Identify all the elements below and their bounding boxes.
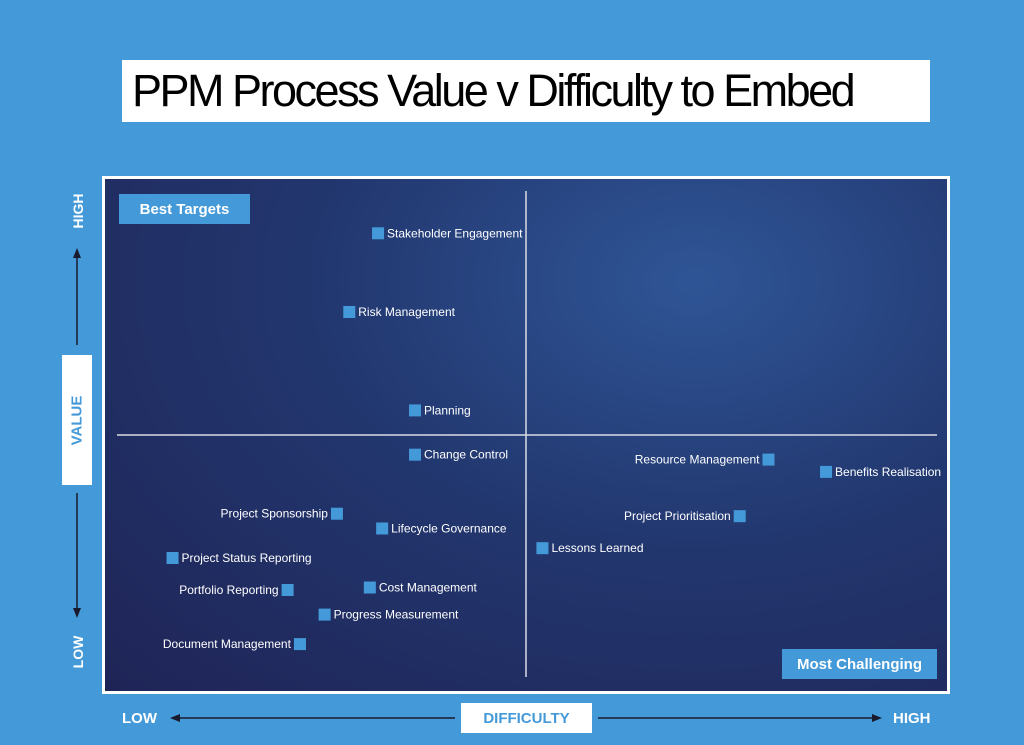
point-label: Stakeholder Engagement <box>387 226 523 240</box>
x-axis-high-label: HIGH <box>893 710 931 727</box>
y-axis-title-box: VALUE <box>62 355 92 485</box>
data-point: Cost Management <box>363 581 478 595</box>
point-marker <box>820 465 833 478</box>
quadrant-label-best-targets: Best Targets <box>119 194 250 224</box>
point-label: Project Status Reporting <box>182 551 312 565</box>
point-marker <box>281 583 294 596</box>
data-point: Project Prioritisation <box>624 509 746 523</box>
point-label: Document Management <box>163 637 292 651</box>
data-point: Resource Management <box>635 453 775 467</box>
point-marker <box>293 638 306 651</box>
data-point: Progress Measurement <box>318 608 459 622</box>
data-point: Project Sponsorship <box>221 507 343 521</box>
data-point: Benefits Realisation <box>820 465 941 479</box>
point-marker <box>409 404 422 417</box>
point-marker <box>376 522 389 535</box>
y-axis-arrow <box>73 248 81 618</box>
point-label: Portfolio Reporting <box>179 583 278 597</box>
point-marker <box>733 510 746 523</box>
point-marker <box>409 448 422 461</box>
data-point: Stakeholder Engagement <box>372 226 523 240</box>
point-marker <box>762 453 775 466</box>
plot-area: Stakeholder Engagement Risk Management Pla… <box>102 176 950 694</box>
x-axis-low-label: LOW <box>122 710 157 727</box>
point-label: Project Sponsorship <box>221 507 329 521</box>
point-label: Lifecycle Governance <box>391 521 507 535</box>
data-point: Project Status Reporting <box>166 551 312 565</box>
chart-title: PPM Process Value v Difficulty to Embed <box>132 65 856 116</box>
point-marker <box>343 306 356 318</box>
point-marker <box>318 608 331 621</box>
point-label: Progress Measurement <box>334 608 459 622</box>
point-marker <box>363 581 376 594</box>
x-axis-title: DIFFICULTY <box>461 703 592 733</box>
data-point: Lifecycle Governance <box>376 521 507 535</box>
point-marker <box>166 552 179 564</box>
point-label: Planning <box>424 403 471 417</box>
point-marker <box>330 507 343 520</box>
point-label: Project Prioritisation <box>624 509 731 523</box>
point-label: Lessons Learned <box>551 541 643 555</box>
point-label: Change Control <box>424 448 508 462</box>
point-marker <box>536 542 549 555</box>
data-point: Lessons Learned <box>536 541 644 555</box>
data-point: Risk Management <box>343 305 456 319</box>
point-label: Benefits Realisation <box>835 465 941 479</box>
point-label: Resource Management <box>635 453 760 467</box>
data-point: Planning <box>409 403 471 417</box>
title-banner: PPM Process Value v Difficulty to Embed <box>122 60 930 122</box>
point-label: Risk Management <box>358 305 455 319</box>
point-marker <box>372 227 385 240</box>
quadrant-label-most-challenging: Most Challenging <box>782 649 937 679</box>
point-label: Cost Management <box>379 581 478 595</box>
x-axis-arrow <box>170 714 882 722</box>
data-point: Portfolio Reporting <box>179 583 294 597</box>
scatter-plot: Stakeholder Engagement Risk Management Pla… <box>117 191 941 677</box>
data-point: Change Control <box>409 448 508 462</box>
data-point: Document Management <box>163 637 306 651</box>
